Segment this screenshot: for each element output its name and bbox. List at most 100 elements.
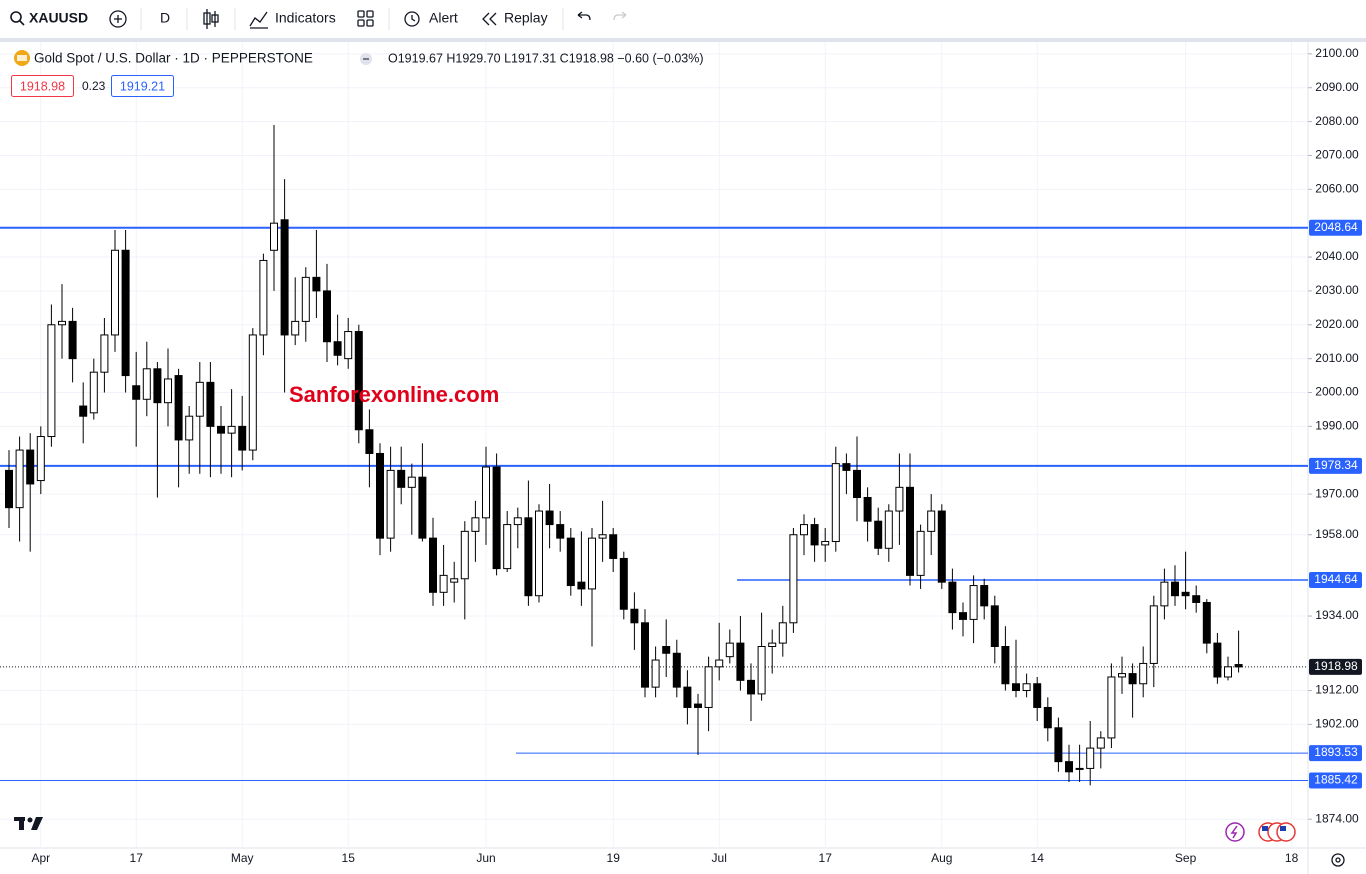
price-line-label: 1944.64	[1314, 572, 1358, 586]
price-line-label: 1885.42	[1314, 773, 1358, 787]
redo-icon[interactable]	[613, 11, 627, 21]
add-symbol-icon[interactable]	[109, 10, 127, 28]
candle-body	[736, 642, 745, 681]
x-tick-label: Sep	[1175, 851, 1197, 865]
legend-status-mark	[363, 58, 369, 60]
candle-body	[1065, 761, 1073, 773]
candle-body	[556, 524, 565, 539]
candle-body	[630, 608, 639, 624]
x-tick-label: 17	[130, 851, 144, 865]
candle-body	[1043, 706, 1052, 729]
undo-icon[interactable]	[577, 11, 591, 21]
candle-body	[588, 537, 596, 590]
candle-body	[79, 405, 88, 417]
candle-body	[471, 517, 480, 532]
candle-body	[641, 622, 649, 688]
x-tick-label: Apr	[31, 851, 50, 865]
candle-body	[344, 331, 353, 360]
indicators-icon[interactable]	[249, 11, 268, 29]
replay-icon[interactable]	[482, 12, 497, 26]
y-tick-label: 1958.00	[1315, 527, 1359, 541]
candle-body	[460, 530, 469, 580]
chart-type-icon[interactable]	[203, 9, 219, 29]
candle-body	[513, 517, 522, 526]
interval[interactable]: D	[160, 10, 170, 26]
events-icon[interactable]	[1225, 822, 1245, 842]
symbol[interactable]: XAUUSD	[29, 10, 88, 26]
legend-title[interactable]: Gold Spot / U.S. Dollar · 1D · PEPPERSTO…	[34, 51, 313, 66]
candle-body	[694, 703, 702, 708]
price-line-label: 1978.34	[1314, 458, 1358, 472]
candle-body	[895, 486, 904, 512]
alert-icon[interactable]	[404, 11, 420, 27]
indicators-button[interactable]: Indicators	[275, 10, 336, 26]
settings-icon[interactable]	[1331, 853, 1345, 867]
x-tick-label: 18	[1285, 851, 1299, 865]
candle-body	[778, 622, 787, 644]
candle-body	[482, 466, 490, 519]
candle-body	[927, 510, 936, 532]
alert-button[interactable]: Alert	[429, 10, 458, 26]
candle-body	[1128, 673, 1137, 685]
candle-body	[1224, 666, 1232, 678]
candle-body	[715, 659, 724, 668]
candle-body	[174, 375, 183, 441]
x-tick-label: 14	[1031, 851, 1045, 865]
candle-body	[1192, 595, 1201, 603]
candle-body	[747, 679, 755, 695]
y-tick-label: 2030.00	[1315, 283, 1359, 297]
candle-body	[1181, 591, 1190, 597]
y-tick-label: 2090.00	[1315, 80, 1359, 94]
replay-button[interactable]: Replay	[504, 10, 548, 26]
sell-price[interactable]: 1918.98	[20, 79, 65, 93]
economic-flags[interactable]	[1258, 822, 1296, 842]
search-icon[interactable]	[10, 11, 25, 26]
candle-body	[959, 612, 967, 620]
watermark: Sanforexonline.com	[289, 382, 499, 407]
candle-body	[704, 666, 713, 708]
candle-body	[906, 486, 914, 576]
candle-body	[100, 334, 109, 373]
candle-body	[323, 290, 331, 343]
candle-body	[672, 652, 681, 688]
candle-body	[609, 534, 618, 559]
events-bolt	[1230, 825, 1238, 839]
candle-body	[535, 510, 543, 597]
candle-body	[503, 524, 512, 570]
candle-body	[980, 585, 989, 607]
candle-body	[683, 686, 692, 708]
candle-body	[566, 537, 575, 587]
x-tick-label: Jun	[476, 851, 495, 865]
candle-body	[874, 520, 883, 549]
candle-body	[725, 642, 734, 658]
buy-box[interactable]	[111, 75, 174, 97]
candle-body	[270, 222, 278, 251]
candle-body	[333, 341, 342, 356]
x-tick-label: Aug	[931, 851, 952, 865]
y-tick-label: 2010.00	[1315, 351, 1359, 365]
candle-body	[577, 581, 586, 590]
sell-box[interactable]	[11, 75, 74, 97]
candle-body	[884, 510, 893, 549]
y-tick-label: 2060.00	[1315, 181, 1359, 195]
candle-body	[132, 385, 141, 400]
layouts-icon[interactable]	[357, 10, 374, 27]
candle-body	[418, 476, 427, 539]
y-tick-label: 2040.00	[1315, 249, 1359, 263]
buy-price[interactable]: 1919.21	[120, 79, 165, 93]
candle-body	[185, 415, 194, 441]
candle-body	[5, 469, 13, 509]
candle-body	[619, 557, 628, 610]
candle-body	[1001, 646, 1010, 685]
candle-body	[1033, 683, 1042, 708]
candle-body	[492, 466, 501, 570]
y-tick-label: 1970.00	[1315, 486, 1359, 500]
candle-body	[121, 249, 130, 377]
candle-body	[1086, 747, 1095, 769]
tradingview-logo[interactable]	[14, 817, 43, 830]
price-line-label-box	[1309, 457, 1362, 474]
candle-body	[1096, 737, 1105, 749]
candle-body	[238, 425, 247, 451]
candle-body	[842, 463, 851, 471]
